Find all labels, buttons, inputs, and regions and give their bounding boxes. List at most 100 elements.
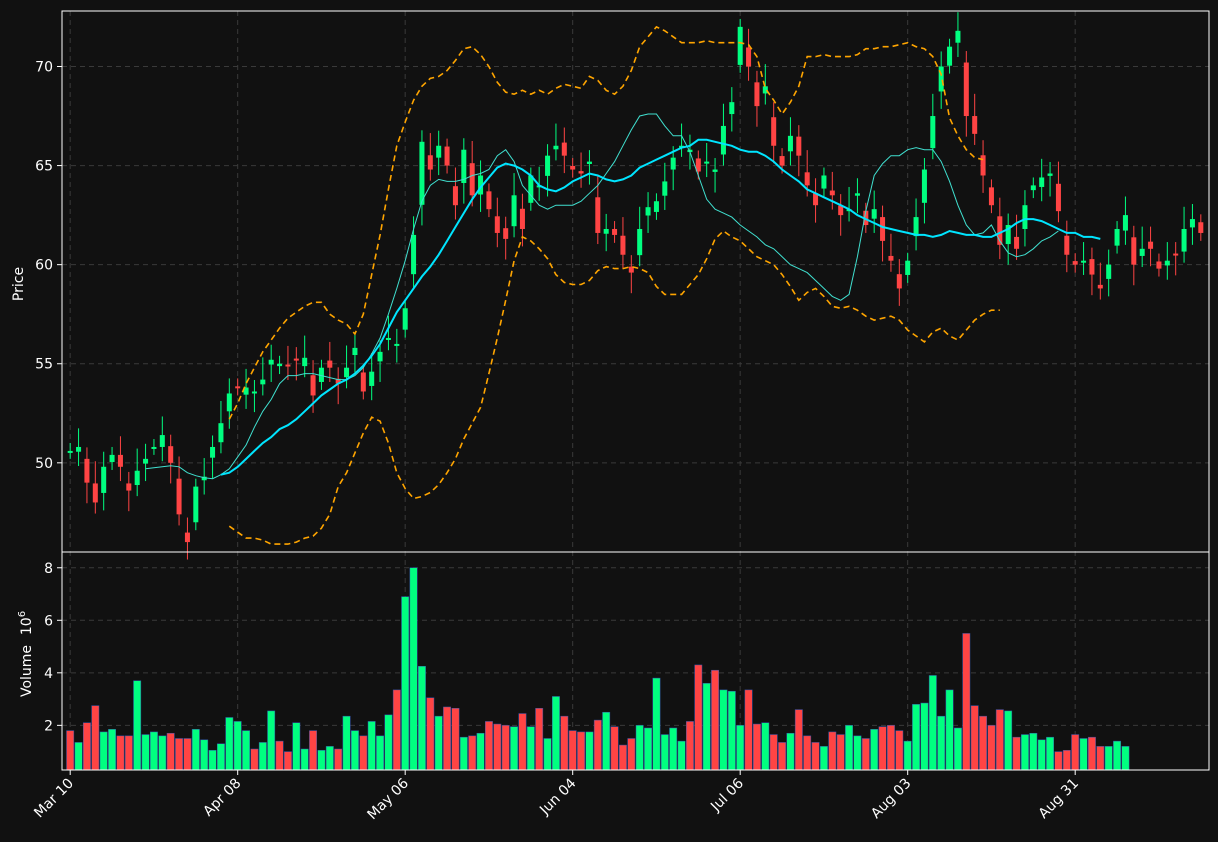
candle-body bbox=[277, 363, 283, 367]
candle-body bbox=[578, 171, 584, 174]
volume-bar bbox=[1029, 732, 1038, 771]
volume-bar bbox=[635, 725, 644, 771]
volume-bar bbox=[1079, 738, 1088, 771]
volume-bar bbox=[644, 727, 652, 771]
volume-bar bbox=[962, 633, 971, 771]
candle-body bbox=[653, 201, 659, 212]
volume-tick-label: 8 bbox=[44, 561, 53, 577]
volume-bar bbox=[627, 738, 636, 771]
candle-body bbox=[344, 367, 350, 378]
volume-bar bbox=[719, 689, 728, 771]
volume-bar bbox=[995, 709, 1004, 771]
candle-body bbox=[385, 337, 391, 340]
candle-body bbox=[226, 393, 232, 412]
volume-bar bbox=[1096, 746, 1105, 771]
volume-bar bbox=[191, 729, 200, 771]
volume-bar bbox=[518, 713, 527, 771]
candle-body bbox=[779, 156, 785, 166]
volume-bar bbox=[217, 743, 225, 771]
candle-body bbox=[92, 483, 98, 503]
volume-bar bbox=[945, 689, 954, 771]
price-tick-label: 65 bbox=[35, 159, 53, 175]
volume-bar bbox=[292, 722, 301, 771]
candle-body bbox=[159, 435, 165, 447]
candle-body bbox=[1081, 260, 1087, 263]
candle-body bbox=[452, 186, 458, 206]
candle-body bbox=[352, 347, 358, 356]
volume-bar bbox=[418, 666, 426, 771]
candle-body bbox=[963, 62, 969, 117]
volume-bar bbox=[74, 742, 83, 771]
volume-bar bbox=[342, 715, 351, 771]
volume-bar bbox=[543, 738, 552, 771]
volume-bar bbox=[845, 725, 853, 771]
volume-bar bbox=[979, 715, 987, 771]
candle-body bbox=[921, 169, 927, 203]
candle-body bbox=[762, 86, 768, 94]
volume-bar bbox=[141, 734, 150, 771]
volume-bar bbox=[794, 709, 803, 771]
candle-body bbox=[704, 161, 710, 164]
candle-body bbox=[402, 308, 408, 330]
candle-body bbox=[888, 255, 894, 261]
volume-bar bbox=[434, 715, 443, 771]
candle-body bbox=[720, 125, 726, 155]
candle-body bbox=[1148, 241, 1154, 249]
grid-lines bbox=[62, 11, 1209, 770]
volume-bar bbox=[501, 725, 510, 771]
volume-bar bbox=[124, 735, 133, 771]
volume-bar bbox=[769, 734, 778, 771]
sma-slow-line bbox=[220, 138, 1101, 476]
candle-body bbox=[754, 82, 760, 107]
candle-body bbox=[804, 172, 810, 186]
bollinger-upper-line bbox=[228, 25, 984, 420]
volume-bar bbox=[602, 711, 611, 771]
volume-bar bbox=[861, 738, 870, 771]
candle-body bbox=[84, 458, 90, 483]
candle-body bbox=[570, 165, 576, 170]
candle-body bbox=[310, 375, 316, 396]
candle-body bbox=[561, 142, 567, 156]
candle-body bbox=[1055, 183, 1061, 212]
candle-body bbox=[1164, 260, 1170, 266]
candle-body bbox=[1072, 261, 1078, 265]
candle-body bbox=[586, 161, 592, 164]
volume-bar bbox=[325, 746, 334, 771]
candle-body bbox=[628, 266, 634, 273]
volume-bar bbox=[593, 719, 602, 771]
candle-body bbox=[151, 446, 157, 449]
candle-body bbox=[838, 205, 844, 216]
candle-body bbox=[771, 117, 777, 146]
candle-body bbox=[737, 26, 743, 65]
candle-body bbox=[126, 483, 132, 491]
candle-body bbox=[695, 158, 701, 172]
candle-body bbox=[377, 351, 383, 362]
candle-body bbox=[218, 423, 224, 443]
volume-bar bbox=[552, 696, 560, 771]
volume-panel bbox=[66, 567, 1130, 771]
candle-body bbox=[1022, 205, 1028, 229]
volume-bar bbox=[836, 734, 845, 771]
volume-bar bbox=[83, 722, 91, 771]
volume-bar bbox=[359, 735, 368, 771]
volume-bar bbox=[577, 731, 585, 771]
volume-tick-label: 2 bbox=[44, 718, 53, 734]
volume-bar bbox=[887, 725, 895, 771]
candle-body bbox=[251, 391, 257, 394]
candle-body bbox=[469, 163, 475, 196]
volume-bar bbox=[275, 740, 284, 771]
volume-bar bbox=[476, 732, 485, 771]
volume-bar bbox=[309, 730, 317, 771]
volume-bar bbox=[1062, 750, 1071, 771]
candle-body bbox=[494, 216, 500, 233]
candle-body bbox=[1106, 264, 1112, 279]
candle-body bbox=[478, 175, 484, 195]
candle-body bbox=[1198, 222, 1204, 233]
volume-bar bbox=[585, 731, 594, 771]
volume-bar bbox=[1113, 740, 1121, 771]
volume-bar bbox=[384, 714, 393, 771]
candle-body bbox=[427, 155, 433, 170]
volume-bar bbox=[920, 702, 929, 771]
candle-body bbox=[988, 187, 994, 206]
volume-bar bbox=[133, 680, 142, 771]
